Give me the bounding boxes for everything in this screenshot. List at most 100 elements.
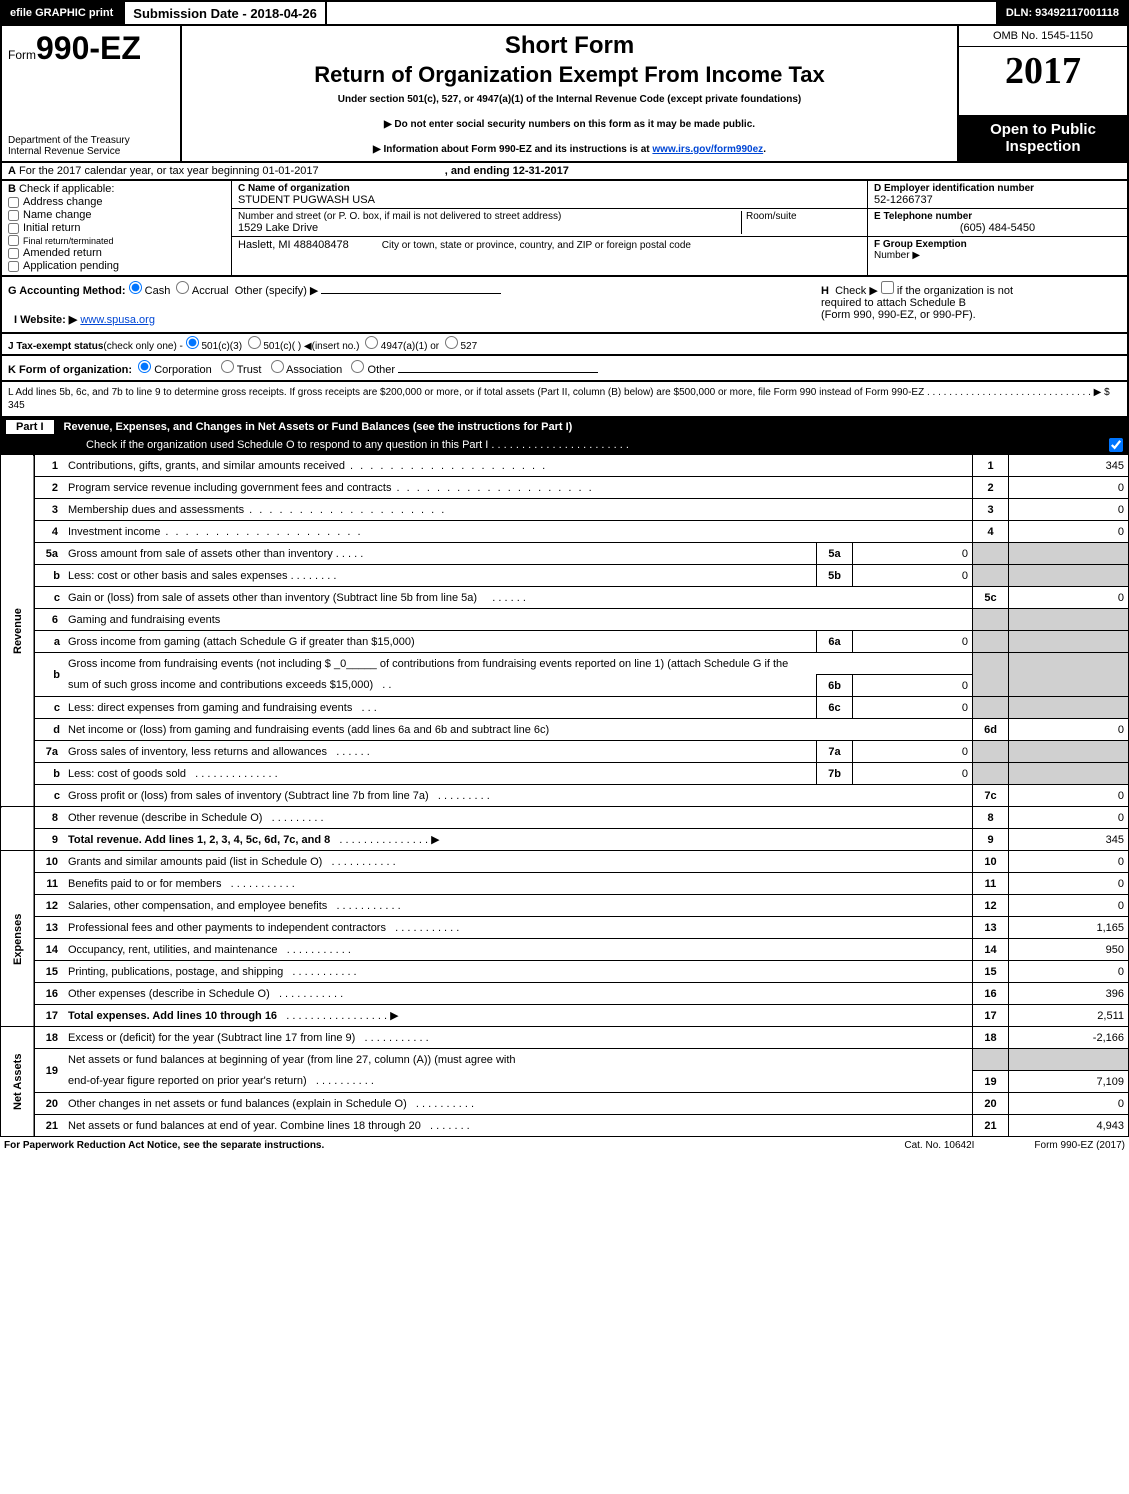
- lbl-4947: 4947(a)(1) or: [381, 341, 439, 352]
- row-18: Net Assets 18 Excess or (deficit) for th…: [1, 1027, 1129, 1049]
- amt-11: 0: [1009, 873, 1129, 895]
- chk-initial-return[interactable]: [8, 223, 19, 234]
- radio-trust[interactable]: [221, 360, 234, 373]
- amt-17: 2,511: [1009, 1005, 1129, 1027]
- radio-corp[interactable]: [138, 360, 151, 373]
- ln-7c: c: [34, 785, 64, 807]
- amt-14: 950: [1009, 939, 1129, 961]
- radio-4947[interactable]: [365, 336, 378, 349]
- row-16: 16 Other expenses (describe in Schedule …: [1, 983, 1129, 1005]
- box-15: 15: [973, 961, 1009, 983]
- form-number: Form990-EZ: [8, 30, 174, 67]
- row-6c: c Less: direct expenses from gaming and …: [1, 697, 1129, 719]
- note-info-pre: ▶ Information about Form 990-EZ and its …: [373, 144, 652, 155]
- line-g-label: G Accounting Method:: [8, 285, 126, 297]
- box-13: 13: [973, 917, 1009, 939]
- website-link[interactable]: www.spusa.org: [80, 314, 155, 326]
- ln-6a: a: [34, 631, 64, 653]
- ln-14: 14: [34, 939, 64, 961]
- amt-9: 345: [1009, 829, 1129, 851]
- desc-6c: Less: direct expenses from gaming and fu…: [68, 702, 352, 714]
- room-label: Room/suite: [746, 211, 861, 222]
- desc-11: Benefits paid to or for members: [68, 878, 221, 890]
- ein-value: 52-1266737: [874, 194, 1121, 206]
- desc-8: Other revenue (describe in Schedule O): [68, 812, 262, 824]
- chk-schedule-o[interactable]: [1109, 438, 1123, 452]
- line-k-label: K Form of organization:: [8, 364, 132, 376]
- line-g-h: G Accounting Method: Cash Accrual Other …: [0, 277, 1129, 334]
- line-g: G Accounting Method: Cash Accrual Other …: [8, 281, 821, 328]
- line-j: J Tax-exempt status(check only one) - 50…: [0, 334, 1129, 356]
- amt-5c: 0: [1009, 587, 1129, 609]
- desc-3: Membership dues and assessments: [68, 504, 446, 516]
- iamt-6c: 0: [853, 697, 973, 719]
- amt-7c: 0: [1009, 785, 1129, 807]
- shade-amt-7b: [1009, 763, 1129, 785]
- shade-amt-5b: [1009, 565, 1129, 587]
- desc-7a: Gross sales of inventory, less returns a…: [68, 746, 327, 758]
- line-a-pre: For the 2017 calendar year, or tax year …: [19, 165, 319, 177]
- chk-address-change[interactable]: [8, 197, 19, 208]
- ln-6: 6: [34, 609, 64, 631]
- box-6d: 6d: [973, 719, 1009, 741]
- side-net-assets: Net Assets: [1, 1027, 35, 1137]
- efile-print-button[interactable]: efile GRAPHIC print: [0, 0, 123, 26]
- radio-cash[interactable]: [129, 281, 142, 294]
- desc-21: Net assets or fund balances at end of ye…: [68, 1120, 421, 1132]
- row-7c: c Gross profit or (loss) from sales of i…: [1, 785, 1129, 807]
- shade-amt-7a: [1009, 741, 1129, 763]
- radio-501c3[interactable]: [186, 336, 199, 349]
- row-19: 19 Net assets or fund balances at beginn…: [1, 1049, 1129, 1071]
- radio-527[interactable]: [445, 336, 458, 349]
- line-h-t3: required to attach Schedule B: [821, 297, 966, 309]
- note-info: ▶ Information about Form 990-EZ and its …: [190, 144, 949, 155]
- shade-6c: [973, 697, 1009, 719]
- desc-12: Salaries, other compensation, and employ…: [68, 900, 327, 912]
- shade-7a: [973, 741, 1009, 763]
- desc-5c: Gain or (loss) from sale of assets other…: [68, 592, 477, 604]
- header-right: OMB No. 1545-1150 2017 Open to Public In…: [957, 26, 1127, 161]
- open-line-2: Inspection: [961, 138, 1125, 155]
- box-d-label: D Employer identification number: [874, 183, 1034, 194]
- amt-21: 4,943: [1009, 1115, 1129, 1137]
- title-short-form: Short Form: [190, 32, 949, 60]
- part-1-header: Part I Revenue, Expenses, and Changes in…: [0, 418, 1129, 436]
- shade-amt-19: [1009, 1049, 1129, 1071]
- radio-assoc[interactable]: [271, 360, 284, 373]
- radio-501c[interactable]: [248, 336, 261, 349]
- desc-2: Program service revenue including govern…: [68, 482, 594, 494]
- box-17: 17: [973, 1005, 1009, 1027]
- shade-6: [973, 609, 1009, 631]
- phone-value: (605) 484-5450: [874, 222, 1121, 234]
- iamt-6a: 0: [853, 631, 973, 653]
- ibox-7b: 7b: [817, 763, 853, 785]
- chk-name-change[interactable]: [8, 210, 19, 221]
- addr-label: Number and street (or P. O. box, if mail…: [238, 211, 741, 222]
- row-14: 14 Occupancy, rent, utilities, and maint…: [1, 939, 1129, 961]
- radio-accrual[interactable]: [176, 281, 189, 294]
- ln-17: 17: [34, 1005, 64, 1027]
- city-value: Haslett, MI 488408478: [238, 239, 349, 251]
- ibox-5b: 5b: [817, 565, 853, 587]
- row-9: 9 Total revenue. Add lines 1, 2, 3, 4, 5…: [1, 829, 1129, 851]
- amt-1: 345: [1009, 455, 1129, 477]
- lbl-other-specify: Other (specify) ▶: [235, 285, 319, 297]
- chk-app-pending[interactable]: [8, 261, 19, 272]
- iamt-7a: 0: [853, 741, 973, 763]
- box-c: C Name of organization STUDENT PUGWASH U…: [232, 181, 867, 275]
- chk-schedule-b[interactable]: [881, 281, 894, 294]
- shade-amt-6a: [1009, 631, 1129, 653]
- line-h: H Check ▶ if the organization is not req…: [821, 281, 1121, 328]
- box-f-label2: Number ▶: [874, 250, 1121, 261]
- irs-link[interactable]: www.irs.gov/form990ez: [652, 144, 763, 155]
- city-label: City or town, state or province, country…: [382, 240, 691, 251]
- chk-final-return[interactable]: [8, 235, 19, 246]
- line-l: L Add lines 5b, 6c, and 7b to line 9 to …: [0, 382, 1129, 418]
- chk-amended[interactable]: [8, 248, 19, 259]
- radio-other-org[interactable]: [351, 360, 364, 373]
- box-14: 14: [973, 939, 1009, 961]
- box-2: 2: [973, 477, 1009, 499]
- footer-center: Cat. No. 10642I: [904, 1140, 974, 1151]
- ln-10: 10: [34, 851, 64, 873]
- desc-14: Occupancy, rent, utilities, and maintena…: [68, 944, 278, 956]
